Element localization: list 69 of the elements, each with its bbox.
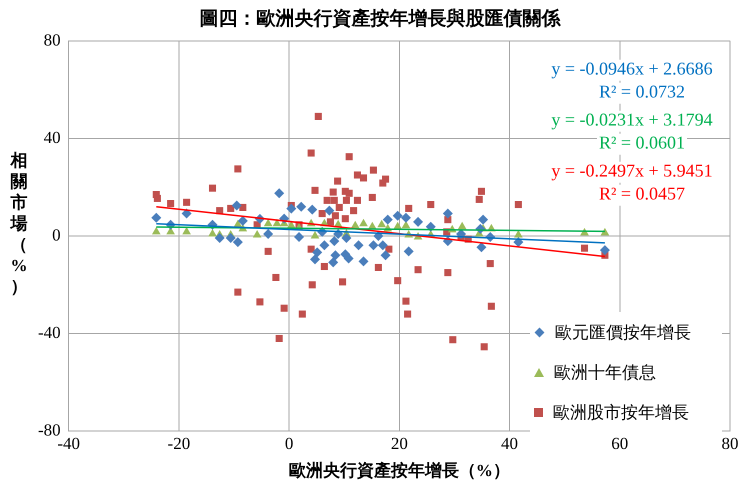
point (458, 222, 466, 230)
point (182, 208, 192, 219)
point (514, 230, 523, 238)
point (312, 247, 322, 258)
point (382, 214, 393, 225)
y-axis-title: 相關市場（%） (9, 150, 28, 297)
point (264, 218, 272, 226)
point (274, 188, 284, 198)
point (328, 257, 338, 268)
annotation: y = -0.0946x + 2.6686 (551, 58, 713, 79)
annotation: y = -0.2497x + 5.9451 (551, 160, 713, 181)
point (263, 229, 274, 240)
x-tick-label: -20 (168, 434, 190, 453)
x-axis-title: 歐洲央行資產按年增長（%） (288, 461, 510, 480)
y-tick-label: -80 (38, 420, 61, 440)
y-tick-label: 0 (52, 225, 61, 244)
y-tick-label: 40 (44, 128, 61, 147)
point (330, 250, 340, 260)
point (358, 256, 369, 266)
point (307, 204, 318, 215)
point (252, 230, 262, 238)
point (377, 220, 386, 228)
point (344, 253, 354, 264)
point (476, 242, 486, 252)
annotation: R² = 0.0732 (598, 82, 686, 102)
annotation: R² = 0.0457 (598, 184, 686, 204)
point (232, 200, 242, 210)
point (238, 216, 248, 226)
point (341, 232, 352, 243)
point (296, 202, 306, 212)
point (354, 240, 364, 250)
chart-title: 圖四：歐洲央行資產按年增長與股匯債關係 (200, 7, 562, 30)
point (208, 229, 217, 237)
point (442, 208, 453, 219)
point (413, 216, 424, 227)
point (600, 245, 610, 256)
point (404, 246, 414, 256)
annotation: y = -0.0231x + 3.1794 (551, 110, 713, 130)
point (378, 240, 388, 250)
point (286, 204, 296, 214)
point (310, 254, 320, 264)
point (392, 210, 403, 221)
point (368, 240, 378, 250)
point (380, 250, 391, 260)
legend-label: 歐洲股市按年增長 (553, 402, 689, 424)
point (324, 206, 334, 216)
legend-label: 歐元匯價按年增長 (555, 322, 691, 344)
point (329, 236, 340, 246)
point (600, 228, 610, 236)
point (232, 237, 243, 248)
point (152, 226, 161, 234)
x-tick-label: 60 (611, 434, 628, 453)
y-tick-label: -40 (38, 323, 61, 342)
point (310, 231, 320, 238)
point (478, 214, 488, 225)
point (400, 212, 411, 223)
point (359, 218, 368, 226)
x-tick-label: 40 (501, 434, 518, 453)
point (214, 232, 225, 243)
point (151, 212, 162, 223)
point (226, 232, 236, 243)
y-tick-label: 80 (44, 30, 61, 50)
point (294, 232, 304, 242)
annotation: R² = 0.0601 (598, 132, 686, 153)
point (319, 240, 330, 250)
legend-label: 歐洲十年債息 (554, 362, 656, 384)
x-tick-label: 80 (722, 434, 738, 453)
x-tick-label: 0 (284, 434, 294, 453)
x-tick-label: 20 (390, 434, 408, 453)
